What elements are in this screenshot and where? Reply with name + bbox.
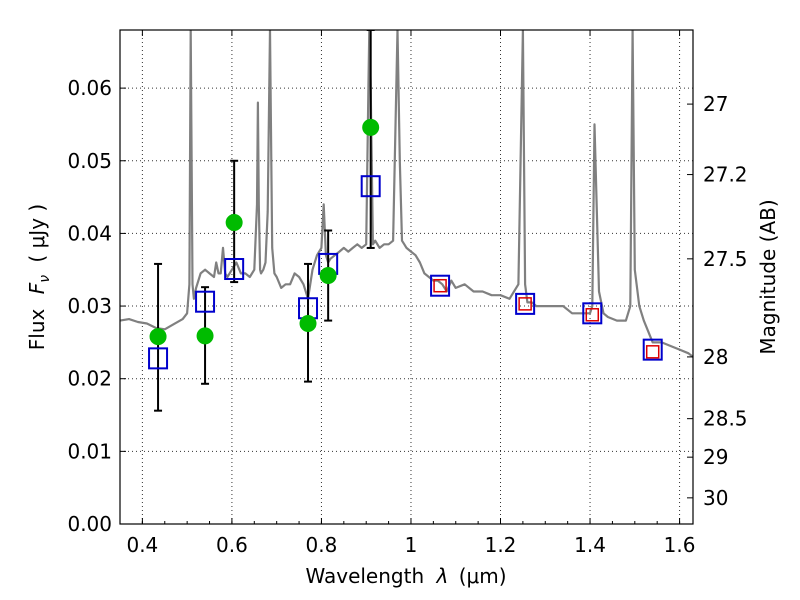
- right-tick-label: 28: [703, 345, 728, 369]
- right-tick-label: 27.5: [703, 247, 748, 271]
- y-tick-label: 0.00: [67, 512, 112, 536]
- grid: [120, 30, 693, 525]
- x-tick-label: 0.4: [126, 533, 158, 557]
- observed-photometry-point: [149, 328, 167, 346]
- right-tick-label: 29: [703, 445, 728, 469]
- model-photometry-point: [195, 290, 216, 313]
- observed-photometry-point: [225, 214, 243, 232]
- y-tick-label: 0.02: [67, 367, 112, 391]
- y-tick-label: 0.03: [67, 294, 112, 318]
- x-tick-label: 0.8: [306, 533, 338, 557]
- nir-photometry-point: [433, 278, 447, 293]
- x-tick-label: 1.6: [664, 533, 696, 557]
- nir-photometry-point: [585, 308, 600, 322]
- nir-photometry-point: [518, 297, 532, 311]
- model-photometry-point: [582, 302, 603, 325]
- model-photometry-point: [360, 175, 381, 198]
- model-spectrum-line: [120, 30, 693, 358]
- model-photometry-point: [430, 274, 451, 297]
- model-photometry-point: [224, 258, 245, 281]
- plot-frame: [119, 29, 694, 525]
- x-tick-label: 1.4: [574, 533, 606, 557]
- x-tick-label: 1: [405, 533, 418, 557]
- observed-photometry-point: [196, 327, 214, 345]
- right-tick-label: 27: [703, 92, 728, 116]
- y-tick-label: 0.01: [67, 439, 112, 463]
- nir-photometry-point: [645, 345, 660, 359]
- model-photometry-point: [515, 292, 536, 315]
- y-tick-label: 0.04: [67, 221, 112, 245]
- x-tick-label: 0.6: [216, 533, 248, 557]
- model-photometry-point: [642, 338, 663, 361]
- observed-photometry-point: [362, 118, 380, 136]
- axis-ticks: 0.4 0.6 0.8 1 1.2 1.4 1.6 0.00 0.01 0.02 0.03 0.04 0…: [67, 30, 748, 557]
- model-photometry-point: [148, 347, 169, 370]
- x-axis-title: Wavelength λ (μm): [305, 564, 506, 588]
- right-tick-label: 28.5: [703, 407, 748, 431]
- y-tick-label: 0.06: [67, 76, 112, 100]
- observed-photometry-point: [319, 267, 337, 285]
- right-axis-title: Magnitude (AB): [756, 199, 780, 354]
- y-tick-label: 0.05: [67, 149, 112, 173]
- right-tick-label: 30: [703, 486, 728, 510]
- x-tick-label: 1.2: [485, 533, 517, 557]
- right-tick-label: 27.2: [703, 163, 748, 187]
- plot-area: [120, 30, 693, 412]
- observed-photometry-point: [299, 314, 317, 332]
- y-axis-title: Flux Fν ( μJy ): [25, 204, 54, 350]
